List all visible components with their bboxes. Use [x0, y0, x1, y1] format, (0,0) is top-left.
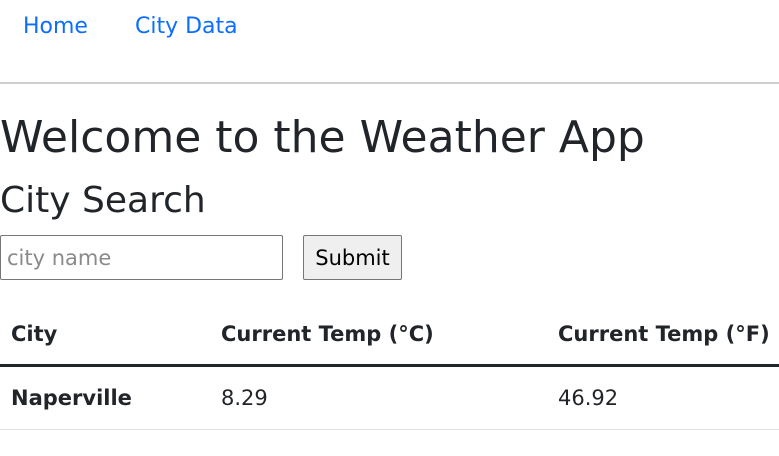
- nav-link-home[interactable]: Home: [23, 14, 88, 39]
- nav-link-city-data[interactable]: City Data: [135, 14, 238, 39]
- column-header-temp-f: Current Temp (°F): [547, 304, 779, 367]
- weather-table: City Current Temp (°C) Current Temp (°F)…: [0, 304, 779, 430]
- top-nav: Home City Data: [0, 0, 779, 84]
- page-title: Welcome to the Weather App: [0, 112, 645, 163]
- column-header-city: City: [0, 304, 210, 367]
- table-row: Naperville 8.29 46.92: [0, 365, 779, 430]
- city-search-input[interactable]: [0, 235, 283, 280]
- column-header-temp-c: Current Temp (°C): [210, 304, 547, 367]
- submit-button[interactable]: Submit: [303, 235, 402, 280]
- section-title: City Search: [0, 180, 206, 221]
- cell-temp-c: 8.29: [210, 365, 547, 430]
- cell-temp-f: 46.92: [547, 365, 779, 430]
- cell-city: Naperville: [0, 365, 210, 430]
- table-header-row: City Current Temp (°C) Current Temp (°F): [0, 304, 779, 367]
